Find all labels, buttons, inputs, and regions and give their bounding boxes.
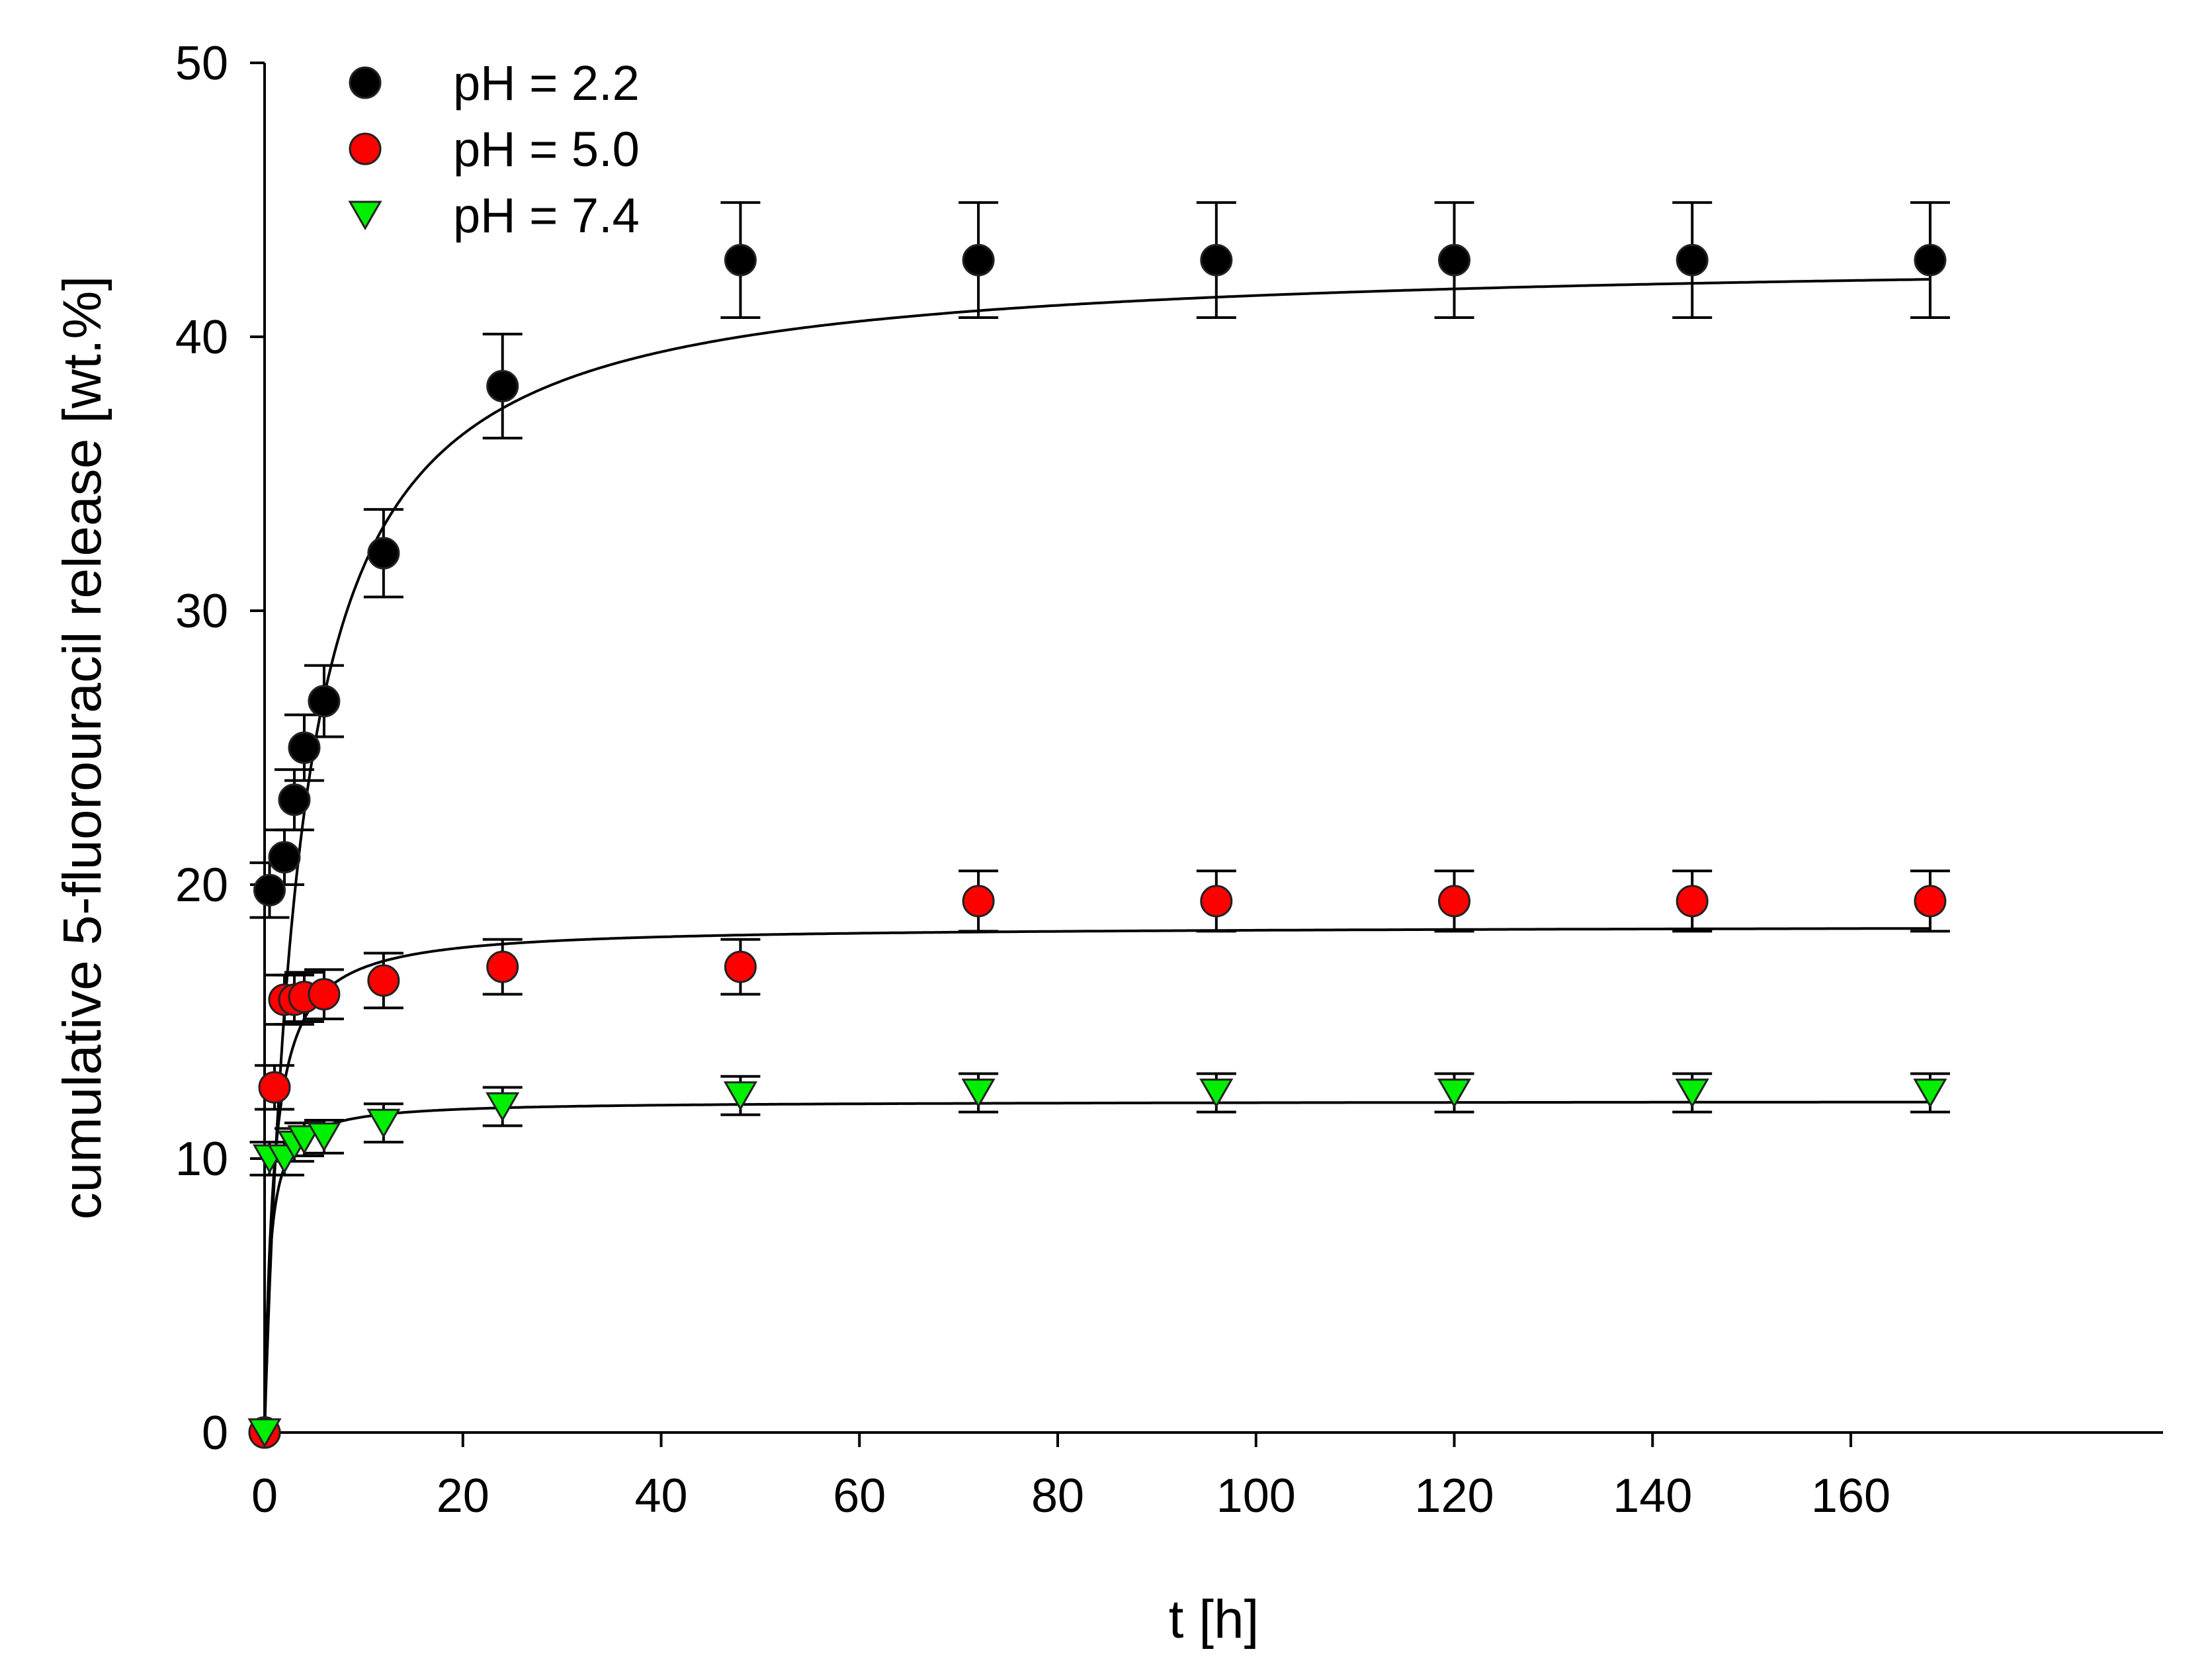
data-point-series-1	[1676, 885, 1709, 918]
y-tick-label: 20	[175, 859, 228, 912]
data-point-series-0	[367, 537, 400, 570]
data-point-series-1	[486, 950, 519, 983]
y-tick-label: 10	[175, 1133, 228, 1186]
y-tick-label: 40	[175, 311, 228, 364]
data-point-series-0	[486, 370, 519, 403]
data-point-series-0	[1914, 243, 1947, 277]
data-point-series-1	[1914, 885, 1947, 918]
data-point-series-2	[1437, 1079, 1472, 1108]
data-point-series-1	[367, 964, 400, 997]
data-point-series-1	[308, 978, 341, 1011]
data-point-series-0	[268, 841, 301, 874]
x-tick-label: 120	[1414, 1470, 1494, 1523]
data-point-series-0	[278, 783, 311, 817]
data-point-series-1	[724, 950, 757, 983]
fit-curves	[263, 278, 1930, 1433]
x-tick-label: 20	[437, 1470, 489, 1523]
data-points	[247, 243, 1947, 1449]
y-axis-title: cumulative 5-fluorouracil release [wt.%]	[52, 276, 112, 1219]
error-bars	[249, 201, 1950, 1176]
data-point-series-2	[1913, 1079, 1947, 1108]
data-point-series-1	[258, 1071, 291, 1104]
legend-label-0: pH = 2.2	[453, 56, 640, 110]
axes	[263, 63, 2163, 1434]
data-point-series-0	[288, 731, 321, 764]
x-tick-label: 60	[833, 1470, 886, 1523]
data-point-series-0	[253, 873, 286, 906]
fit-curve-2	[263, 1100, 1930, 1433]
data-point-series-2	[961, 1079, 996, 1108]
data-point-series-2	[1199, 1079, 1234, 1108]
legend-marker-2	[348, 200, 382, 231]
y-tick-label: 50	[175, 37, 228, 90]
y-tick-label: 0	[202, 1407, 228, 1460]
legend-marker-1	[349, 132, 382, 165]
data-point-series-2	[486, 1092, 520, 1122]
data-point-series-2	[1675, 1079, 1709, 1108]
data-point-series-0	[308, 685, 341, 718]
data-point-series-2	[247, 1418, 282, 1448]
fit-curve-1	[263, 927, 1930, 1433]
data-point-series-0	[1200, 243, 1233, 277]
data-point-series-2	[307, 1122, 341, 1152]
data-point-series-1	[1438, 885, 1470, 918]
x-tick-label: 100	[1216, 1470, 1296, 1523]
ticks: 0 20 40 60 80 100 120 140 160 0 10 20 30 40 50	[175, 37, 1891, 1523]
x-tick-label: 160	[1811, 1470, 1891, 1523]
data-point-series-2	[723, 1081, 757, 1111]
data-point-series-0	[1438, 243, 1470, 277]
legend: pH = 2.2 pH = 5.0 pH = 7.4	[348, 56, 640, 243]
data-point-series-1	[962, 885, 995, 918]
legend-marker-0	[349, 66, 382, 99]
legend-label-1: pH = 5.0	[453, 122, 640, 177]
x-tick-label: 40	[634, 1470, 687, 1523]
x-tick-label: 0	[251, 1470, 278, 1523]
x-tick-label: 140	[1613, 1470, 1692, 1523]
data-point-series-0	[962, 243, 995, 277]
data-point-series-2	[287, 1125, 321, 1155]
data-point-series-0	[724, 243, 757, 277]
data-point-series-2	[366, 1108, 401, 1139]
x-axis-title: t [h]	[1169, 1589, 1259, 1650]
data-point-series-1	[1200, 885, 1233, 918]
x-tick-label: 80	[1031, 1470, 1084, 1523]
data-point-series-0	[1676, 243, 1709, 277]
fit-curve-0	[263, 278, 1930, 1433]
y-tick-label: 30	[175, 585, 228, 638]
legend-label-2: pH = 7.4	[453, 188, 640, 243]
